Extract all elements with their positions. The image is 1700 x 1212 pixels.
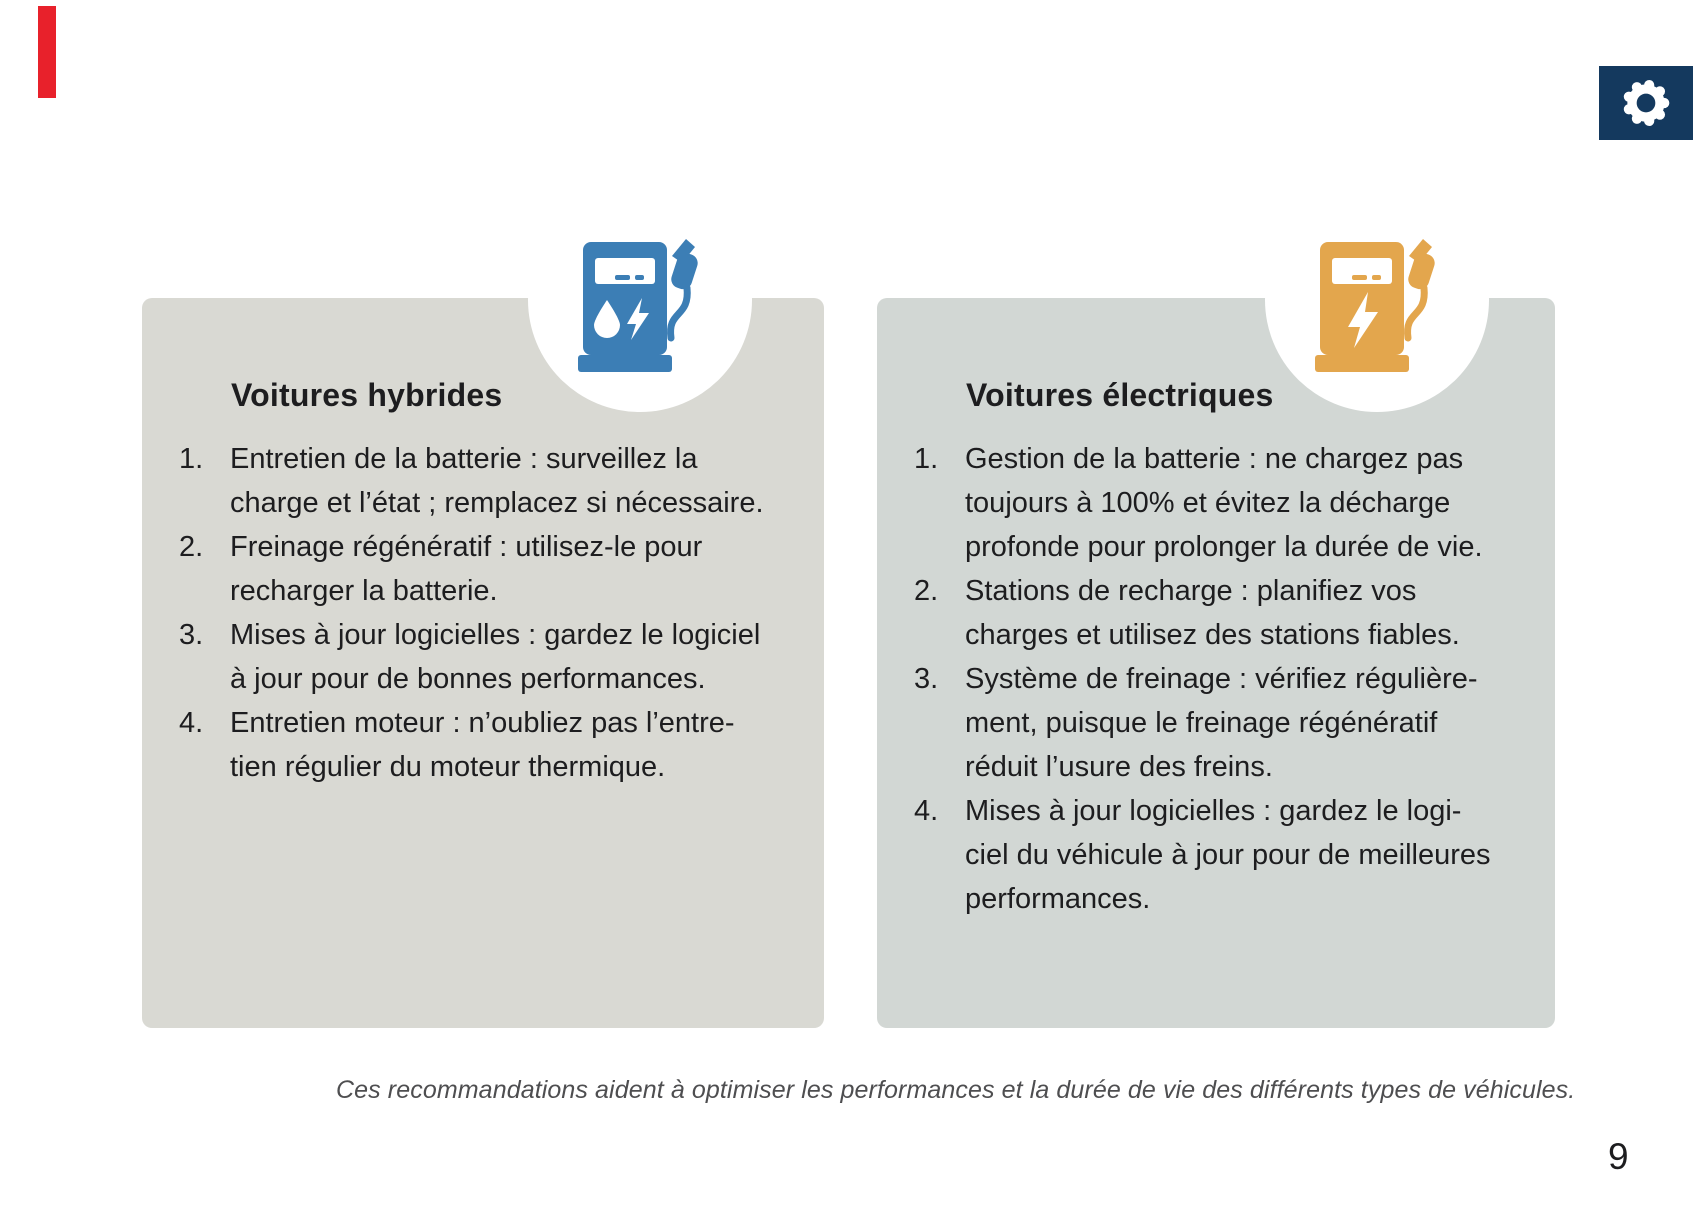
list-item-text: Mises à jour logicielles : gardez le log… [230, 619, 761, 696]
list-item-number: 3. [914, 663, 939, 696]
list-item-number: 3. [179, 619, 204, 652]
card-title: Voitures électriques [966, 377, 1274, 413]
ordered-list: 1. Gestion de la batterie : ne chargez pa… [914, 437, 1555, 921]
list-item-text: Stations de recharge : planifiez vos cha… [965, 575, 1460, 652]
electric-card: Voitures électriques 1. Gestion de la bat… [877, 298, 1555, 1028]
ordered-list: 1. Entretien de la batterie : surveillez … [179, 437, 824, 789]
list-item-number: 2. [914, 575, 939, 608]
hybrid-card: Voitures hybrides 1. Entretien de la batt… [142, 298, 824, 1028]
list-item: 1. Entretien de la batterie : surveillez … [179, 437, 824, 525]
list-item-text: Entretien de la batterie : surveillez la… [230, 443, 764, 520]
fuel-pump-hybrid-icon [578, 239, 698, 372]
list-item-text: Entretien moteur : n’oubliez pas l’entre… [230, 707, 735, 784]
list-item: 2. Freinage régénératif : utilisez-le pou… [179, 525, 824, 613]
list-item-number: 2. [179, 531, 204, 564]
list-item-text: Freinage régénératif : utilisez-le pour … [230, 531, 703, 608]
list-item: 3. Système de freinage : vérifiez réguliè… [914, 657, 1555, 789]
list-item-number: 1. [179, 443, 204, 476]
list-item-text: Système de freinage : vérifiez régulière… [965, 663, 1478, 784]
page-number: 9 [1608, 1136, 1629, 1177]
list-item: 4. Entretien moteur : n’oubliez pas l’ent… [179, 701, 824, 789]
gear-icon [1623, 79, 1670, 127]
fuel-pump-electric-icon [1315, 239, 1435, 372]
list-item-text: Gestion de la batterie : ne chargez pas … [965, 443, 1483, 564]
list-item: 2. Stations de recharge : planifiez vos c… [914, 569, 1555, 657]
settings-box [1599, 66, 1693, 140]
red-accent-bar [38, 6, 56, 98]
list-item-number: 4. [914, 795, 939, 828]
footer-note: Ces recommandations aident à optimiser l… [336, 1076, 1576, 1104]
list-item: 4. Mises à jour logicielles : gardez le l… [914, 789, 1555, 921]
card-title: Voitures hybrides [231, 377, 503, 413]
list-item-number: 1. [914, 443, 939, 476]
list-item-text: Mises à jour logicielles : gardez le log… [965, 795, 1491, 916]
list-item: 3. Mises à jour logicielles : gardez le l… [179, 613, 824, 701]
list-item-number: 4. [179, 707, 204, 740]
list-item: 1. Gestion de la batterie : ne chargez pa… [914, 437, 1555, 569]
